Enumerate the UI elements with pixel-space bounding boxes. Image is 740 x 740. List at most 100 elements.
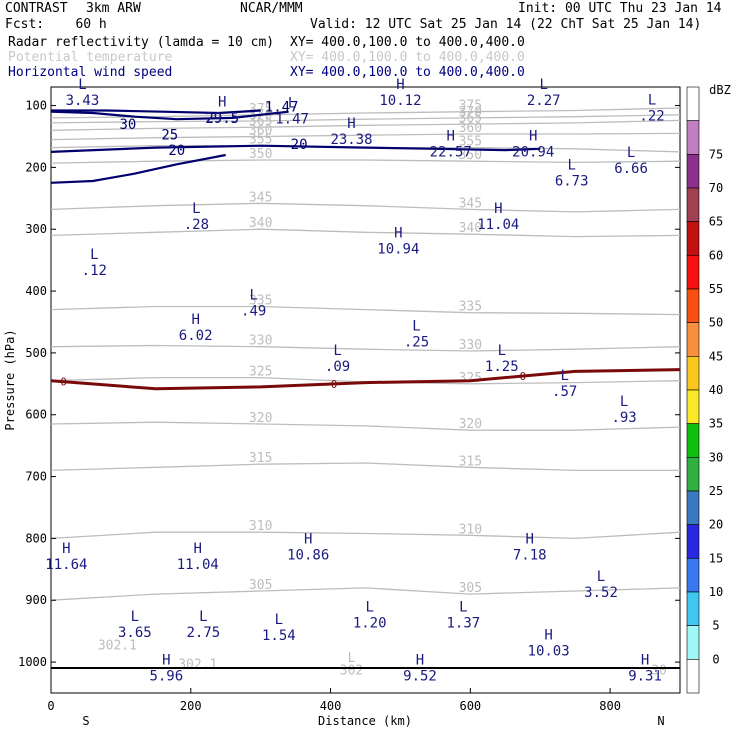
extremum-value: 6.02: [179, 328, 213, 344]
extremum-value: 3.52: [584, 585, 618, 601]
extremum-value: .57: [552, 384, 577, 400]
theta-contour-label: 365: [459, 111, 482, 126]
colorbar-level-label: 75: [709, 147, 723, 161]
colorbar-swatch: [686, 322, 700, 357]
extremum-marker: L: [539, 77, 547, 93]
colorbar-level-label: 5: [712, 619, 719, 633]
extremum-value: 10.94: [377, 242, 419, 258]
theta-contour-label: 305: [249, 578, 272, 593]
colorbar-swatch: [686, 221, 700, 256]
colorbar-level-label: 50: [709, 316, 723, 330]
theta-contour-label: 325: [249, 365, 272, 380]
theta-contour-label: 350: [249, 147, 272, 162]
freezing-level-label: 0: [331, 378, 338, 391]
extremum-value: 22.57: [430, 145, 472, 161]
extremum-marker: L: [567, 158, 575, 174]
field-xy-wind: XY= 400.0,100.0 to 400.0,400.0: [290, 65, 525, 80]
extremum-marker: L: [131, 609, 139, 625]
colorbar-unit: dBZ: [709, 83, 731, 97]
extremum-marker: H: [194, 541, 202, 557]
extremum-value: 1.37: [446, 616, 480, 632]
x-tick-label: 800: [599, 699, 621, 713]
colorbar-swatch: [686, 356, 700, 391]
extremum-value: 1.54: [262, 628, 296, 644]
y-axis-label: Pressure (hPa): [3, 329, 17, 430]
colorbar-swatch: [686, 187, 700, 222]
colorbar-swatch: [686, 154, 700, 189]
colorbar-swatch: [686, 457, 700, 492]
extremum-marker: L: [498, 343, 506, 359]
extremum-marker: H: [396, 77, 404, 93]
theta-contour-label: 330: [249, 334, 272, 349]
extremum-marker: L: [597, 569, 605, 585]
experiment-label: CONTRAST: [5, 1, 68, 16]
extremum-value: 6.66: [614, 161, 648, 177]
colorbar-level-label: 40: [709, 383, 723, 397]
colorbar-swatch: [686, 625, 700, 660]
y-tick-label: 700: [25, 470, 47, 484]
x-tick-label: 200: [180, 699, 202, 713]
wind-contour-line: [50, 144, 541, 153]
colorbar-swatch: [686, 86, 700, 121]
theta-extremum-label: 302.1: [98, 639, 137, 654]
extremum-value: 3.43: [66, 93, 100, 109]
theta-extremum-label: L: [348, 651, 356, 666]
extremum-value: 6.73: [555, 174, 589, 190]
extremum-value: .09: [325, 359, 350, 375]
y-tick-label: 900: [25, 593, 47, 607]
theta-contour-line: [50, 202, 681, 213]
theta-contour-label: 350: [459, 148, 482, 163]
freezing-level-line: [50, 368, 681, 391]
theta-contour-label: 360: [459, 121, 482, 136]
colorbar-level-label: 20: [709, 518, 723, 532]
extremum-marker: L: [288, 96, 296, 112]
colorbar-swatch: [686, 659, 700, 694]
forecast-hour: Fcst: 60 h: [5, 17, 107, 32]
x-tick-label: 400: [320, 699, 342, 713]
extremum-value: 2.27: [527, 93, 561, 109]
colorbar-level-label: 65: [709, 215, 723, 229]
extremum-value: .28: [184, 217, 209, 233]
colorbar-swatch: [686, 490, 700, 525]
field-xy-reflectivity: XY= 400.0,100.0 to 400.0,400.0: [290, 35, 525, 50]
theta-contour-line: [50, 421, 681, 431]
wind-contour-line: [50, 110, 289, 121]
extremum-marker: H: [494, 201, 502, 217]
wind-contour-label: 1.47: [265, 100, 299, 116]
colorbar-swatch: [686, 120, 700, 155]
colorbar-level-label: 70: [709, 181, 723, 195]
extremum-value: 29.5: [205, 110, 239, 126]
colorbar-swatch: [686, 591, 700, 626]
extremum-marker: L: [199, 609, 207, 625]
extremum-value: .22: [639, 109, 664, 125]
theta-contour-label: 335: [249, 294, 272, 309]
colorbar-level-label: 0: [712, 652, 719, 666]
wind-contour-label: 29.5: [205, 111, 239, 127]
theta-contour-line: [50, 531, 681, 540]
extremum-value: 23.38: [330, 132, 372, 148]
colorbar-swatch: [686, 255, 700, 290]
theta-contour-label: 310: [249, 519, 272, 534]
colorbar-swatch: [686, 524, 700, 559]
extremum-value: 11.04: [177, 557, 219, 573]
init-time: Init: 00 UTC Thu 23 Jan 14: [518, 1, 722, 16]
extremum-marker: L: [90, 247, 98, 263]
theta-contour-label: 370: [459, 105, 482, 120]
extremum-marker: H: [191, 312, 199, 328]
x-tick-label: 0: [47, 699, 54, 713]
colorbar-level-label: 10: [709, 585, 723, 599]
extremum-marker: L: [249, 287, 257, 303]
y-tick-label: 800: [25, 531, 47, 545]
theta-contour-line: [50, 344, 681, 352]
extremum-marker: H: [544, 628, 552, 644]
field-xy-theta: XY= 400.0,100.0 to 400.0,400.0: [290, 50, 525, 65]
y-tick-label: 600: [25, 408, 47, 422]
theta-contour-line: [50, 107, 681, 119]
extremum-value: 5.96: [149, 668, 183, 684]
theta-contour-label: 345: [249, 190, 272, 205]
extremum-marker: L: [560, 368, 568, 384]
theta-contour-label: 360: [249, 123, 272, 138]
theta-contour-line: [50, 462, 680, 472]
